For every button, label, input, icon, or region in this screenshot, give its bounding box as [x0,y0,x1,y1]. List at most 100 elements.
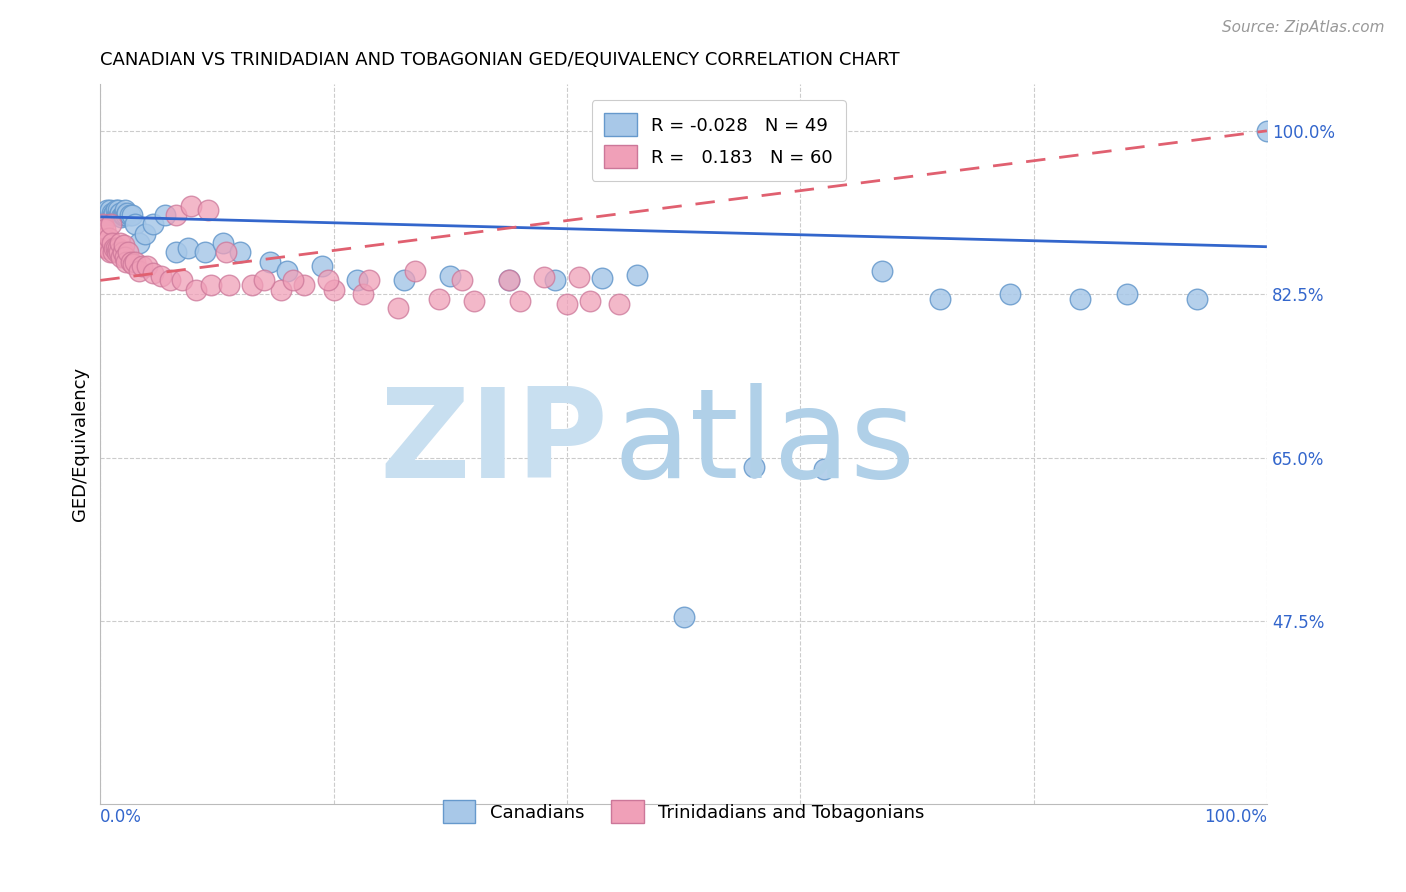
Point [115,208,138,222]
Point [427,292,450,306]
Point [94,208,117,222]
Text: ZIP: ZIP [380,384,607,504]
Point [124,217,146,231]
Point [555,296,578,310]
Point [131,260,153,274]
Point [813,462,835,476]
Point [165,245,187,260]
Point [117,245,139,260]
Point [98,245,121,260]
Point [107,241,129,255]
Point [108,206,131,220]
Point [1000,287,1022,301]
Point [121,208,143,222]
Point [498,273,520,287]
Point [352,287,374,301]
Point [101,235,124,250]
Point [104,241,127,255]
Point [108,208,131,222]
Point [591,270,613,285]
Point [134,227,156,241]
Point [211,235,233,250]
Point [111,208,134,222]
Point [316,273,339,287]
Point [103,245,125,260]
Point [322,283,344,297]
Point [94,222,117,236]
Point [96,241,118,255]
Point [281,273,304,287]
Point [259,254,281,268]
Point [311,260,333,274]
Point [498,273,520,287]
Point [97,231,120,245]
Point [96,241,118,255]
Point [533,269,555,284]
Point [124,254,146,268]
Text: 0.0%: 0.0% [100,808,142,826]
Point [1256,124,1278,138]
Point [111,245,134,260]
Point [276,264,298,278]
Text: 100.0%: 100.0% [1204,808,1267,826]
Point [112,208,135,222]
Point [103,241,125,255]
Point [105,245,128,260]
Point [103,208,125,222]
Point [1185,292,1208,306]
Point [93,231,115,245]
Point [218,278,240,293]
Point [451,273,474,287]
Point [101,206,124,220]
Point [153,208,176,222]
Point [463,293,485,308]
Point [108,235,131,250]
Point [197,203,219,218]
Point [170,273,193,287]
Point [439,268,461,283]
Point [742,460,765,475]
Point [392,273,415,287]
Point [122,256,145,270]
Point [120,254,142,268]
Point [672,609,695,624]
Text: CANADIAN VS TRINIDADIAN AND TOBAGONIAN GED/EQUIVALENCY CORRELATION CHART: CANADIAN VS TRINIDADIAN AND TOBAGONIAN G… [100,51,900,69]
Text: atlas: atlas [613,384,915,504]
Point [253,273,276,287]
Point [108,245,131,260]
Point [118,208,141,222]
Point [128,264,150,278]
Point [150,268,173,283]
Point [165,208,187,222]
Point [142,266,165,280]
Point [184,283,207,297]
Point [200,278,222,293]
Point [609,296,631,310]
Point [103,206,125,220]
Point [357,273,380,287]
Point [110,210,132,224]
Point [142,217,165,231]
Point [110,250,132,264]
Point [96,203,118,218]
Point [114,250,136,264]
Point [240,278,263,293]
Point [115,206,138,220]
Point [91,217,114,231]
Point [294,278,316,293]
Point [229,245,252,260]
Point [107,203,129,218]
Point [136,260,159,274]
Point [115,254,138,268]
Point [105,208,128,222]
Point [194,245,217,260]
Point [1069,292,1091,306]
Point [870,264,893,278]
Point [568,269,591,284]
Point [387,301,409,316]
Point [509,293,531,308]
Text: Source: ZipAtlas.com: Source: ZipAtlas.com [1222,20,1385,35]
Point [215,245,238,260]
Point [544,273,567,287]
Point [177,241,200,255]
